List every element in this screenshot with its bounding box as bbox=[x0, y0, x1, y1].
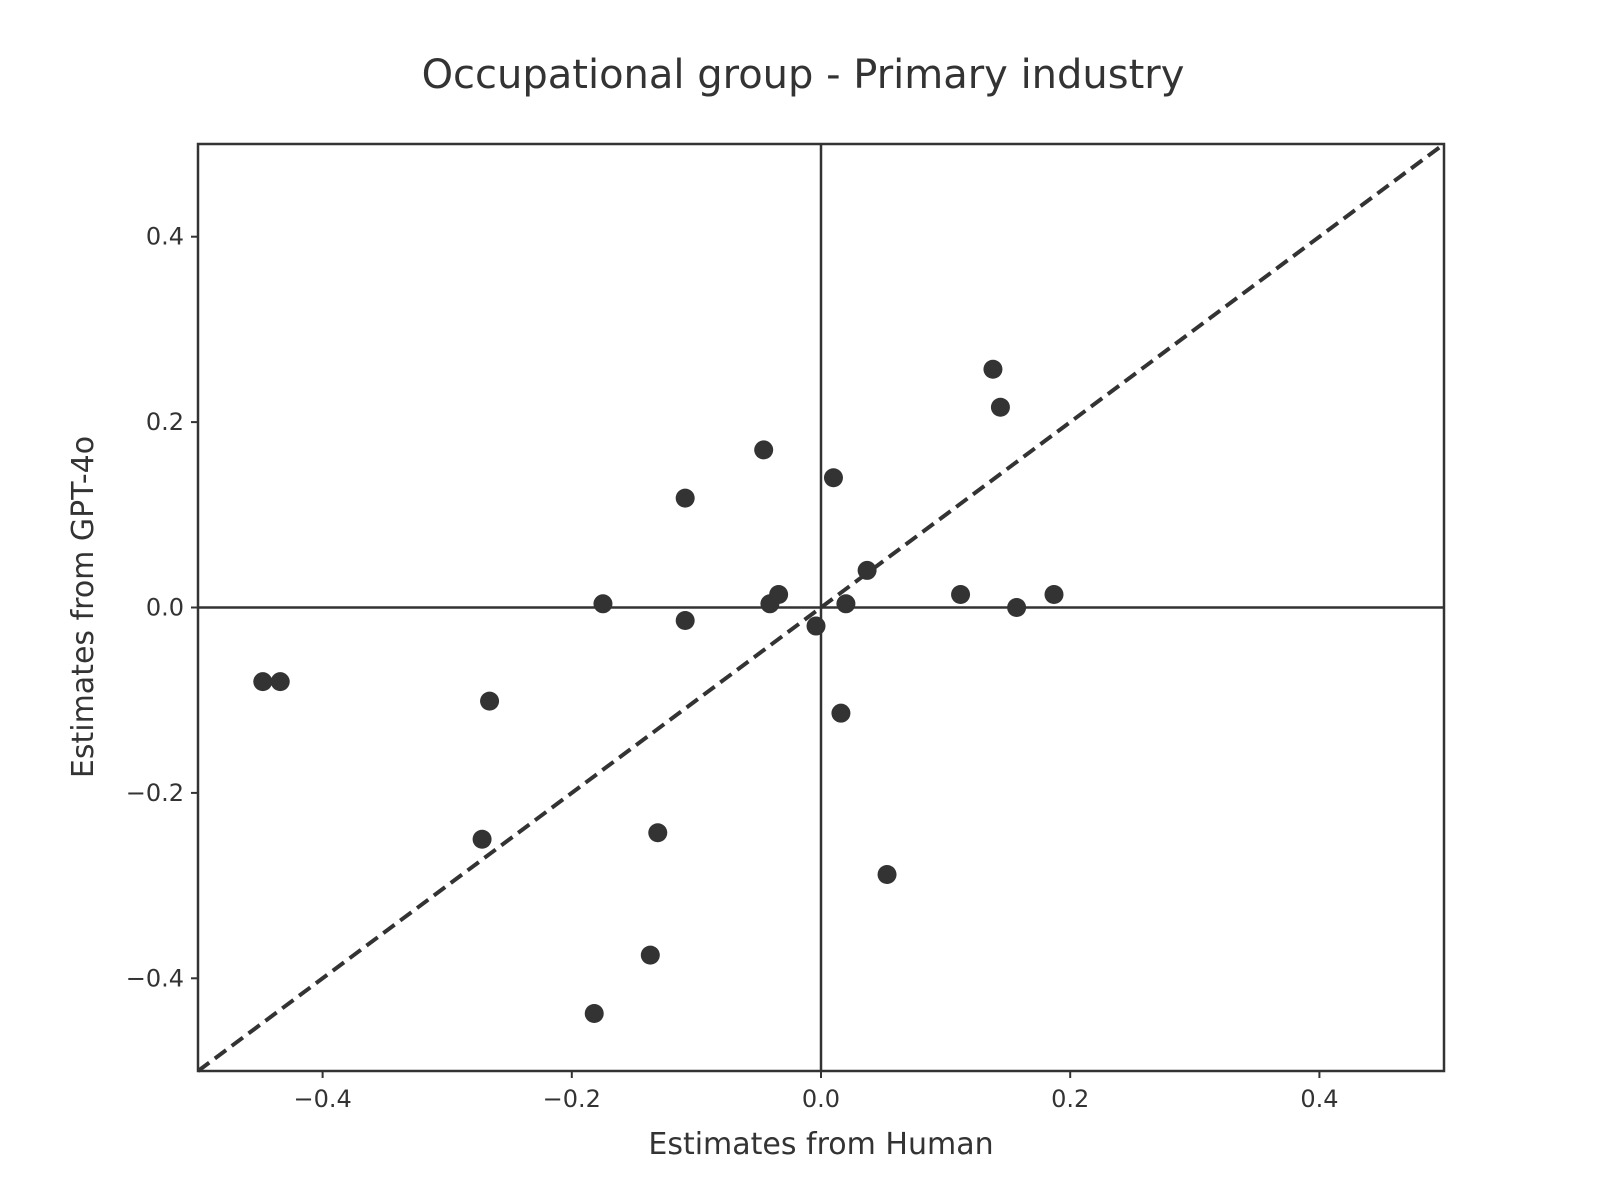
y-tick-label: −0.2 bbox=[126, 779, 184, 807]
x-tick-label: −0.2 bbox=[543, 1085, 601, 1113]
data-point bbox=[675, 488, 695, 508]
plot-area bbox=[196, 142, 1446, 1073]
data-point bbox=[754, 440, 774, 460]
data-points bbox=[253, 359, 1064, 1024]
data-point bbox=[806, 616, 826, 636]
x-tick-label: 0.2 bbox=[1051, 1085, 1089, 1113]
chart-title: Occupational group - Primary industry bbox=[422, 52, 1185, 98]
data-point bbox=[823, 468, 843, 488]
data-point bbox=[1044, 585, 1064, 605]
identity-dashed-line bbox=[196, 142, 1446, 1073]
data-point bbox=[769, 585, 789, 605]
data-point bbox=[584, 1004, 604, 1024]
data-point bbox=[253, 672, 273, 692]
data-point bbox=[990, 397, 1010, 417]
data-point bbox=[951, 585, 971, 605]
data-point bbox=[831, 703, 851, 723]
x-axis-label: Estimates from Human bbox=[648, 1127, 993, 1162]
y-axis-ticks: −0.4 −0.2 0.0 0.2 0.4 bbox=[126, 223, 198, 992]
y-tick-label: −0.4 bbox=[126, 964, 184, 992]
x-tick-label: −0.4 bbox=[293, 1085, 351, 1113]
x-axis-ticks: −0.4 −0.2 0.0 0.2 0.4 bbox=[293, 1071, 1338, 1113]
data-point bbox=[270, 672, 290, 692]
data-point bbox=[480, 691, 500, 711]
data-point bbox=[983, 359, 1003, 379]
data-point bbox=[648, 823, 668, 843]
data-point bbox=[593, 594, 613, 614]
x-tick-label: 0.0 bbox=[802, 1085, 840, 1113]
data-point bbox=[675, 610, 695, 630]
y-tick-label: 0.4 bbox=[146, 223, 184, 251]
x-tick-label: 0.4 bbox=[1300, 1085, 1338, 1113]
y-axis-label: Estimates from GPT-4o bbox=[66, 436, 101, 778]
y-tick-label: 0.0 bbox=[146, 594, 184, 622]
data-point bbox=[877, 864, 897, 884]
data-point bbox=[857, 560, 877, 580]
reference-lines bbox=[196, 142, 1446, 1073]
data-point bbox=[472, 829, 492, 849]
data-point bbox=[640, 945, 660, 965]
data-point bbox=[1007, 598, 1027, 617]
y-tick-label: 0.2 bbox=[146, 408, 184, 436]
data-point bbox=[836, 594, 856, 614]
